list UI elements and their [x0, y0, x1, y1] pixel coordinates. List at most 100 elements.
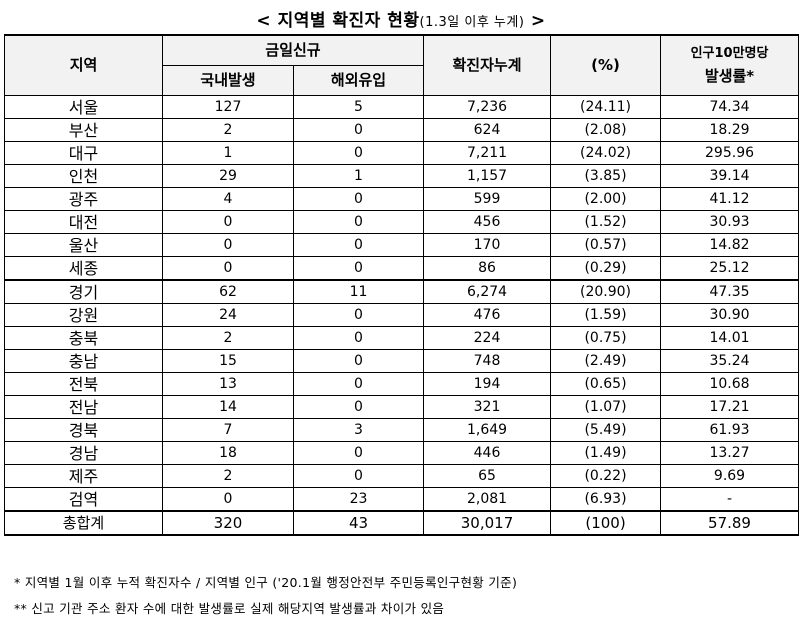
cell-region: 대전 — [4, 210, 163, 234]
cell-rate: 17.21 — [660, 395, 800, 419]
cell-percent: (3.85) — [550, 164, 662, 188]
cell-cumulative: 224 — [423, 326, 552, 350]
cell-domestic: 1 — [162, 141, 294, 165]
header-cumulative: 확진자누계 — [423, 34, 552, 96]
table-row: 경기 62 11 6,274 (20.90) 47.35 — [4, 279, 800, 304]
table-row: 인천 29 1 1,157 (3.85) 39.14 — [4, 164, 800, 188]
cell-percent: (5.49) — [550, 418, 662, 442]
cell-percent: (0.65) — [550, 372, 662, 396]
cell-cumulative: 65 — [423, 464, 552, 488]
cell-cumulative: 456 — [423, 210, 552, 234]
table-row: 전북 13 0 194 (0.65) 10.68 — [4, 372, 800, 396]
cell-cumulative: 1,649 — [423, 418, 552, 442]
header-region: 지역 — [4, 34, 163, 96]
cell-rate: 25.12 — [660, 256, 800, 281]
cell-region: 서울 — [4, 95, 163, 119]
cell-rate: 10.68 — [660, 372, 800, 396]
table-row: 충북 2 0 224 (0.75) 14.01 — [4, 326, 800, 350]
cell-rate: 30.93 — [660, 210, 800, 234]
cell-cumulative: 1,157 — [423, 164, 552, 188]
footnote-2: ** 신고 기관 주소 환자 수에 대한 발생률로 실제 해당지역 발생률과 차… — [14, 601, 445, 616]
cell-domestic: 0 — [162, 487, 294, 512]
cell-domestic: 4 — [162, 187, 294, 211]
cell-domestic: 2 — [162, 118, 294, 142]
cell-overseas: 0 — [292, 303, 425, 327]
cell-domestic: 13 — [162, 372, 294, 396]
table-row: 강원 24 0 476 (1.59) 30.90 — [4, 303, 800, 327]
cell-percent: (0.29) — [550, 256, 662, 281]
cell-domestic: 14 — [162, 395, 294, 419]
cell-rate: 9.69 — [660, 464, 800, 488]
cell-cumulative: 194 — [423, 372, 552, 396]
cell-region: 전북 — [4, 372, 163, 396]
cell-region: 경남 — [4, 441, 163, 465]
cell-cumulative: 476 — [423, 303, 552, 327]
cell-region: 부산 — [4, 118, 163, 142]
cell-region: 울산 — [4, 233, 163, 257]
cell-overseas: 0 — [292, 326, 425, 350]
cell-percent: (2.00) — [550, 187, 662, 211]
cell-rate: 295.96 — [660, 141, 800, 165]
cell-cumulative: 321 — [423, 395, 552, 419]
footnote-1: * 지역별 1월 이후 누적 확진자수 / 지역별 인구 ('20.1월 행정안… — [14, 575, 518, 590]
cell-rate: 35.24 — [660, 349, 800, 373]
cell-domestic: 7 — [162, 418, 294, 442]
header-domestic: 국내발생 — [162, 65, 294, 96]
cell-overseas: 1 — [292, 164, 425, 188]
cell-domestic: 320 — [162, 510, 294, 536]
cell-rate: - — [660, 487, 800, 512]
cell-percent: (1.07) — [550, 395, 662, 419]
cell-overseas: 0 — [292, 210, 425, 234]
cell-domestic: 0 — [162, 256, 294, 281]
cell-rate: 39.14 — [660, 164, 800, 188]
cell-cumulative: 624 — [423, 118, 552, 142]
cell-region: 충남 — [4, 349, 163, 373]
cell-overseas: 0 — [292, 349, 425, 373]
cell-region: 강원 — [4, 303, 163, 327]
cell-overseas: 5 — [292, 95, 425, 119]
cell-domestic: 0 — [162, 210, 294, 234]
cell-rate: 30.90 — [660, 303, 800, 327]
cell-percent: (1.49) — [550, 441, 662, 465]
page-title: < 지역별 확진자 현황(1.3일 이후 누계) > — [0, 6, 802, 31]
cell-domestic: 18 — [162, 441, 294, 465]
cell-region: 인천 — [4, 164, 163, 188]
table-row: 검역 0 23 2,081 (6.93) - — [4, 487, 800, 512]
table-body: 서울 127 5 7,236 (24.11) 74.34 부산 2 0 624 (2.08) 18.2… — [4, 95, 800, 536]
cell-domestic: 2 — [162, 464, 294, 488]
cell-percent: (20.90) — [550, 279, 662, 304]
cell-cumulative: 446 — [423, 441, 552, 465]
cell-overseas: 0 — [292, 372, 425, 396]
cell-region: 세종 — [4, 256, 163, 281]
cell-overseas: 0 — [292, 141, 425, 165]
cell-cumulative: 6,274 — [423, 279, 552, 304]
cell-region: 충북 — [4, 326, 163, 350]
cell-overseas: 43 — [292, 510, 425, 536]
cell-overseas: 3 — [292, 418, 425, 442]
table-row: 경북 7 3 1,649 (5.49) 61.93 — [4, 418, 800, 442]
cell-overseas: 0 — [292, 395, 425, 419]
cell-cumulative: 86 — [423, 256, 552, 281]
cell-cumulative: 30,017 — [423, 510, 552, 536]
cell-cumulative: 170 — [423, 233, 552, 257]
header-overseas: 해외유입 — [292, 65, 425, 96]
header-per100k-line2: 발생률* — [704, 66, 755, 85]
cell-domestic: 24 — [162, 303, 294, 327]
cell-rate: 47.35 — [660, 279, 800, 304]
cell-percent: (6.93) — [550, 487, 662, 512]
cell-region: 대구 — [4, 141, 163, 165]
cell-cumulative: 7,211 — [423, 141, 552, 165]
cell-region: 전남 — [4, 395, 163, 419]
header-percent: (%) — [550, 34, 662, 96]
cell-domestic: 127 — [162, 95, 294, 119]
cell-region: 경북 — [4, 418, 163, 442]
cell-percent: (2.49) — [550, 349, 662, 373]
cell-region: 총합계 — [4, 510, 163, 536]
table-row: 전남 14 0 321 (1.07) 17.21 — [4, 395, 800, 419]
table-row: 제주 2 0 65 (0.22) 9.69 — [4, 464, 800, 488]
cell-domestic: 29 — [162, 164, 294, 188]
cell-percent: (1.59) — [550, 303, 662, 327]
header-today-new: 금일신규 — [161, 34, 425, 66]
cell-domestic: 2 — [162, 326, 294, 350]
cell-cumulative: 7,236 — [423, 95, 552, 119]
